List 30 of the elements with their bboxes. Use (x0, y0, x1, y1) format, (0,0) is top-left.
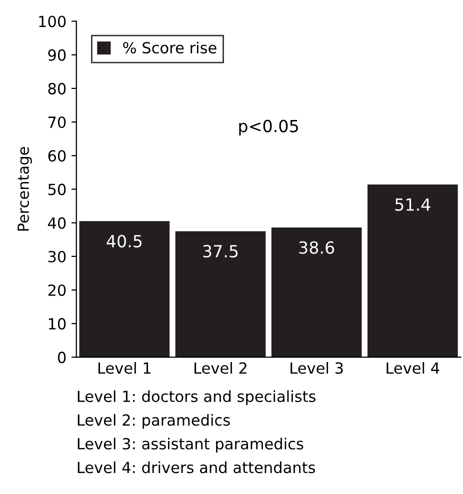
y-tick-label: 70 (48, 116, 66, 128)
bar (175, 231, 266, 358)
data-label: 40.5 (106, 234, 142, 248)
y-tick-label: 20 (48, 284, 66, 296)
y-tick-label: 0 (58, 352, 66, 364)
text: Level 1: doctors and specialists (78, 390, 316, 406)
x-tick-label: Level 2 (194, 362, 246, 374)
legend-label: % Score rise (123, 42, 216, 54)
y-tick-label: 80 (48, 82, 66, 94)
y-tick-label: 10 (48, 318, 66, 330)
text: Level 4: drivers and attendants (78, 461, 316, 474)
y-tick-label: 40 (48, 217, 66, 229)
x-tick-label: Level 1 (98, 362, 150, 374)
bar (271, 227, 362, 358)
x-tick-label: Level 4 (386, 362, 440, 374)
text: Level 3: assistant paramedics (78, 438, 304, 452)
text: Level 2: paramedics (78, 414, 230, 429)
bar (79, 221, 170, 358)
y-tick-label: 60 (48, 150, 66, 162)
y-tick-label: 50 (48, 184, 66, 196)
y-tick-label: 30 (48, 250, 66, 262)
annotation: p<0.05 (239, 120, 298, 136)
y-tick-label: 90 (48, 49, 66, 61)
data-label: 51.4 (395, 198, 430, 211)
x-tick-label: Level 3 (290, 362, 343, 374)
data-label: 38.6 (299, 241, 334, 254)
y-tick-label: 100 (39, 16, 66, 28)
data-label: 37.5 (203, 244, 238, 258)
y-axis-title: Percentage (18, 147, 32, 231)
bar (367, 184, 458, 358)
